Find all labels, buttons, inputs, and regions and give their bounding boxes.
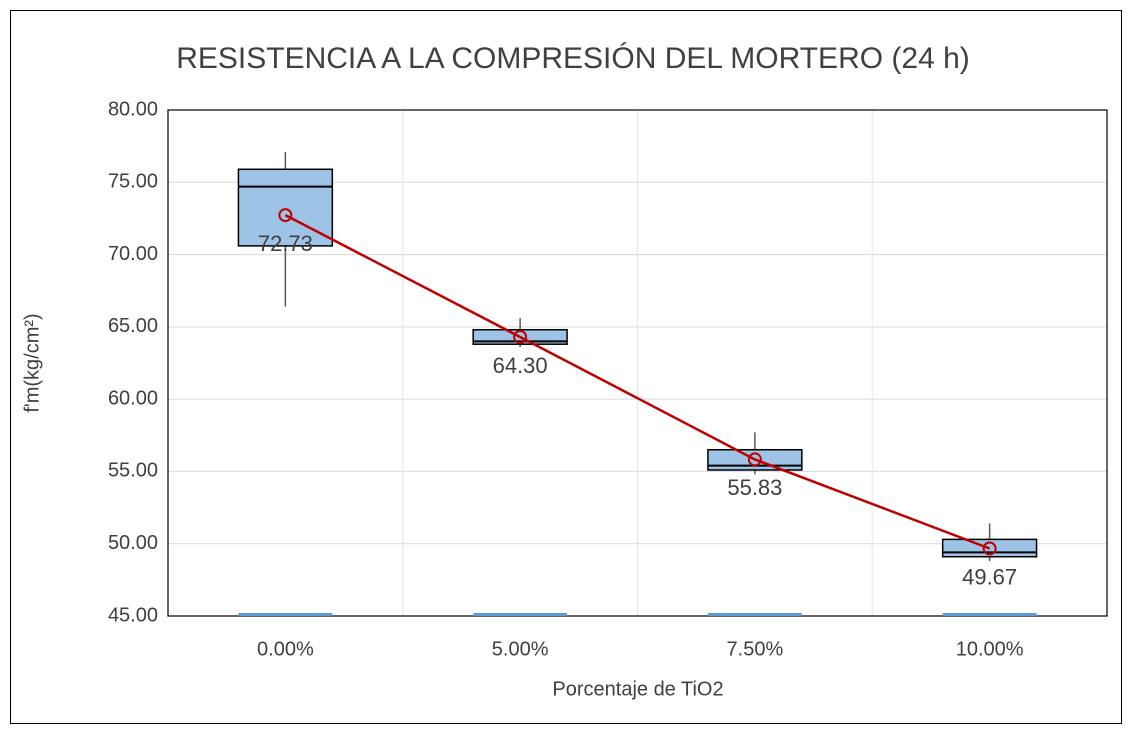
y-tick-label: 70.00: [108, 243, 158, 265]
mean-marker: [747, 452, 762, 467]
mean-marker: [278, 208, 293, 223]
mean-marker: [982, 541, 997, 556]
y-tick-label: 75.00: [108, 171, 158, 193]
box: [237, 168, 334, 247]
y-tick-label: 80.00: [108, 98, 158, 120]
chart-title: RESISTENCIA A LA COMPRESIÓN DEL MORTERO …: [176, 42, 970, 75]
x-tick-label: 5.00%: [492, 638, 549, 660]
data-label: 49.67: [962, 564, 1017, 589]
data-label: 64.30: [493, 353, 548, 378]
plot-border: [167, 109, 1108, 617]
x-tick-label: 10.00%: [956, 638, 1024, 660]
x-tick-label: 7.50%: [727, 638, 784, 660]
y-tick-label: 60.00: [108, 387, 158, 409]
data-label: 55.83: [727, 475, 782, 500]
x-tick-label: 0.00%: [257, 638, 314, 660]
mean-marker: [513, 329, 528, 344]
y-tick-label: 50.00: [108, 532, 158, 554]
y-tick-label: 45.00: [108, 604, 158, 626]
y-tick-label: 55.00: [108, 460, 158, 482]
x-axis-label: Porcentaje de TiO2: [552, 678, 723, 700]
mean-line: [284, 213, 991, 550]
y-axis-label: f'm(kg/cm²): [21, 313, 43, 412]
y-tick-label: 65.00: [108, 315, 158, 337]
chart-border: [10, 10, 1122, 724]
data-label: 72.73: [258, 231, 313, 256]
